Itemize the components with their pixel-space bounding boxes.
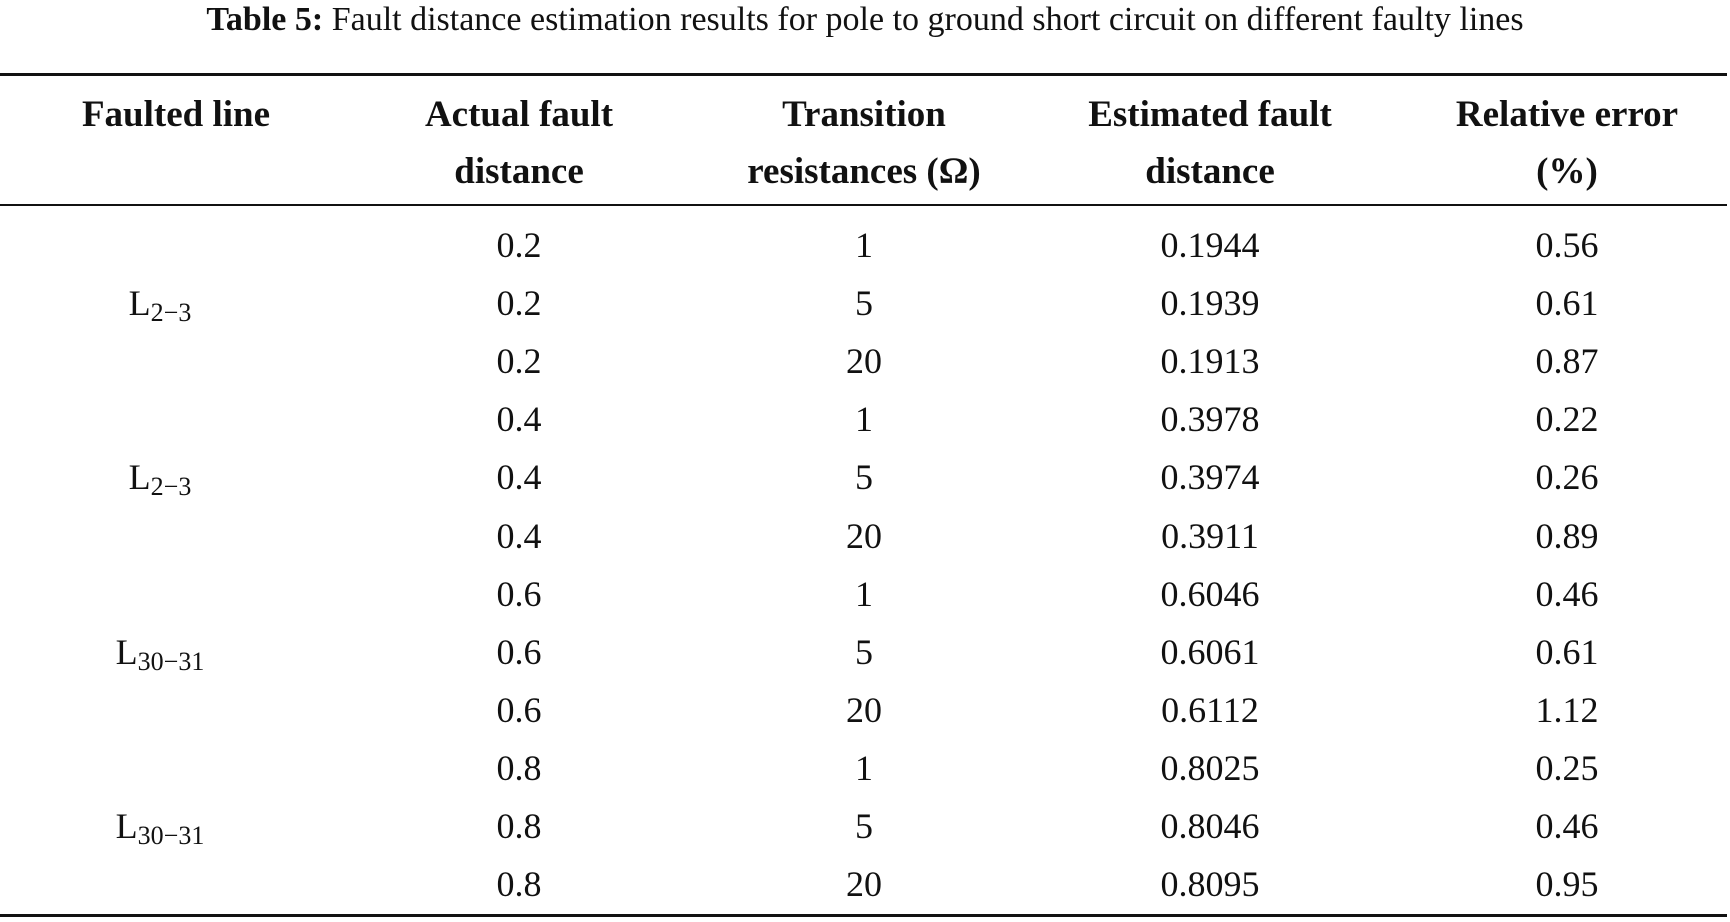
faulted-line-cell: L2−3 xyxy=(40,448,280,506)
table-cell: 0.8 xyxy=(496,747,542,788)
table-cell: 20 xyxy=(846,341,882,382)
table-cell: 0.6061 xyxy=(1160,631,1260,672)
table-cell: 0.2 xyxy=(496,225,542,265)
column-header: Faulted line xyxy=(11,86,341,143)
table-cell: 0.87 xyxy=(1535,341,1599,382)
table-cell: 1.12 xyxy=(1535,689,1599,730)
line-subscript: 2−3 xyxy=(150,298,192,328)
table-cell: 0.3974 xyxy=(1160,457,1260,498)
column-header-line: Transition xyxy=(782,94,946,135)
table-cell: 0.56 xyxy=(1535,225,1599,265)
table-cell: 0.26 xyxy=(1535,457,1599,498)
table-caption: Table 5: Fault distance estimation resul… xyxy=(0,0,1730,40)
column-header-line: distance xyxy=(1145,151,1275,192)
table-cell: 5 xyxy=(855,631,873,672)
bottom-rule xyxy=(0,914,1727,917)
column-header: Relative error (%) xyxy=(1402,86,1730,200)
table-cell: 0.8 xyxy=(496,864,542,905)
table-cell: 0.1939 xyxy=(1160,283,1260,324)
table-cell: 1 xyxy=(855,573,873,614)
table-cell: 1 xyxy=(855,225,873,265)
line-subscript: 30−31 xyxy=(137,646,205,676)
table-cell: 0.6046 xyxy=(1160,573,1260,614)
caption-text: Fault distance estimation results for po… xyxy=(331,1,1524,38)
table-cell: 0.22 xyxy=(1535,399,1599,440)
table-cell: 0.8 xyxy=(496,806,542,846)
column-header-line: resistances (Ω) xyxy=(747,151,981,192)
faulted-line-cell: L30−31 xyxy=(40,623,280,681)
faulted-line-cell: L2−3 xyxy=(40,274,280,332)
table-cell: 0.6 xyxy=(496,631,542,672)
table-cell: 0.6 xyxy=(496,573,542,614)
table-cell: 1 xyxy=(855,747,873,788)
table-cell: 0.61 xyxy=(1535,631,1599,672)
table-cell: 0.6 xyxy=(496,689,542,730)
line-name: L xyxy=(128,283,151,324)
column-header-line: distance xyxy=(454,151,584,192)
table-cell: 20 xyxy=(846,515,882,556)
table-cell: 0.61 xyxy=(1535,283,1599,324)
table-cell: 0.3978 xyxy=(1160,399,1260,440)
top-rule xyxy=(0,73,1727,76)
table-cell: 0.89 xyxy=(1535,515,1599,556)
table-cell: 0.4 xyxy=(496,457,542,498)
header-rule xyxy=(0,204,1727,206)
column-header: Estimated fault distance xyxy=(1030,86,1390,200)
column-header-line: (%) xyxy=(1536,151,1598,192)
line-name: L xyxy=(115,631,138,672)
faulted-line-cell: L30−31 xyxy=(40,797,280,855)
column-header: Transition resistances (Ω) xyxy=(684,86,1044,200)
table-cell: 5 xyxy=(855,283,873,324)
table-cell: 1 xyxy=(855,399,873,440)
table-cell: 5 xyxy=(855,457,873,498)
table-cell: 0.95 xyxy=(1535,864,1599,905)
table-cell: 0.3911 xyxy=(1161,515,1259,556)
table-cell: 0.4 xyxy=(496,399,542,440)
line-name: L xyxy=(128,457,151,498)
table-cell: 5 xyxy=(855,806,873,846)
table-cell: 0.8025 xyxy=(1160,747,1260,788)
table-cell: 0.8046 xyxy=(1160,806,1260,846)
column-header-line: Relative error xyxy=(1455,94,1679,135)
column-header-line: Actual fault xyxy=(424,94,614,135)
table-cell: 0.46 xyxy=(1535,573,1599,614)
table-cell: 0.1913 xyxy=(1160,341,1260,382)
table-cell: 20 xyxy=(846,864,882,905)
table-cell: 0.2 xyxy=(496,341,542,382)
table-cell: 0.2 xyxy=(496,283,542,324)
line-name: L xyxy=(115,806,138,846)
table-cell: 0.4 xyxy=(496,515,542,556)
table-cell: 0.1944 xyxy=(1160,225,1260,265)
table-cell: 0.8095 xyxy=(1160,864,1260,905)
column-header: Actual fault distance xyxy=(354,86,684,200)
table-cell: 0.46 xyxy=(1535,806,1599,846)
caption-label: Table 5: xyxy=(206,1,324,38)
column-header-line: Faulted line xyxy=(81,94,271,135)
line-subscript: 30−31 xyxy=(137,821,205,850)
table-cell: 0.6112 xyxy=(1161,689,1259,730)
line-subscript: 2−3 xyxy=(150,472,192,502)
table-cell: 20 xyxy=(846,689,882,730)
column-header-line: Estimated fault xyxy=(1088,94,1332,135)
table-cell: 0.25 xyxy=(1535,747,1599,788)
